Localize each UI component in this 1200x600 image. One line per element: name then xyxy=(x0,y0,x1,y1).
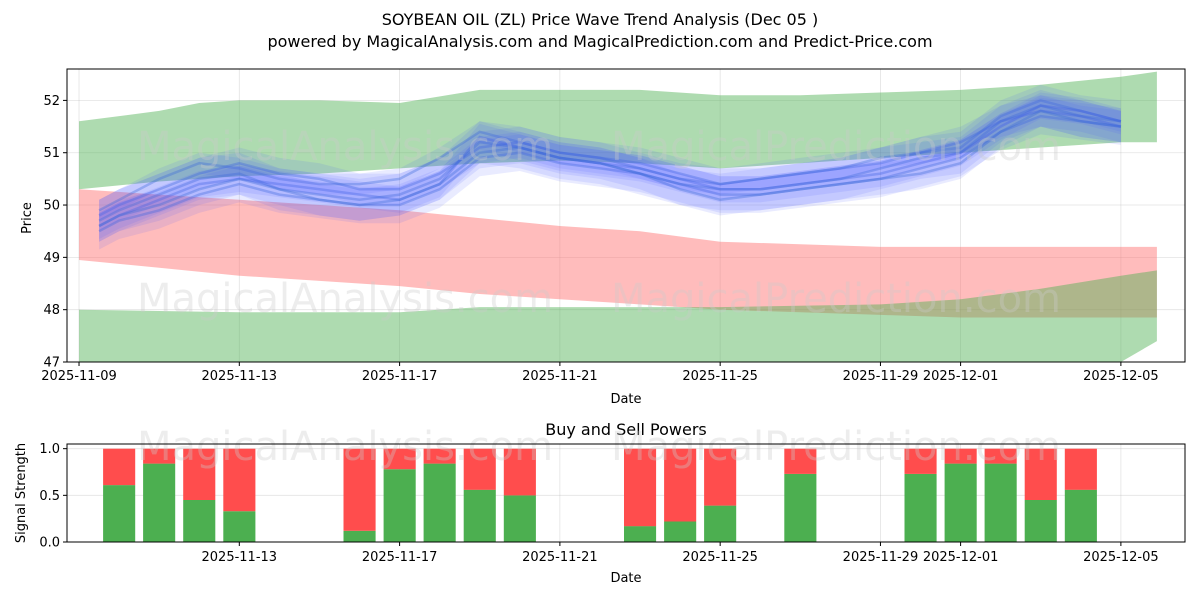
blue-wave-line xyxy=(98,99,1122,212)
buy-power-bar xyxy=(103,485,136,542)
blue-wave-band xyxy=(99,92,1121,239)
sell-power-bar xyxy=(143,448,176,464)
sell-power-bar xyxy=(183,448,216,500)
signal-x-axis-label: Date xyxy=(610,571,641,586)
sell-power-bar xyxy=(984,448,1017,464)
watermark-prediction-bottom: MagicalPrediction.com xyxy=(611,424,1061,470)
signal-y-axis-label: Signal Strength xyxy=(14,443,29,543)
buy-power-bar xyxy=(1024,500,1057,542)
sell-power-bar xyxy=(1064,448,1097,490)
buy-power-bar xyxy=(704,505,737,542)
watermark-analysis-bottom: MagicalAnalysis.com xyxy=(137,424,553,470)
signal-bars xyxy=(103,448,1097,542)
sell-power-bar xyxy=(383,448,416,470)
price-y-tick-label: 51 xyxy=(43,146,60,161)
signal-x-tick-label: 2025-11-29 xyxy=(843,550,919,565)
price-x-tick-label: 2025-11-13 xyxy=(202,369,278,384)
signal-plot-frame xyxy=(66,443,1186,543)
blue-wave-band xyxy=(99,89,1121,221)
signal-y-tick-label: 1.0 xyxy=(39,442,60,457)
signal-y-tick-label: 0.0 xyxy=(39,536,60,551)
price-y-tick-label: 48 xyxy=(43,303,60,318)
blue-wave-line xyxy=(98,104,1122,228)
sell-power-bar xyxy=(423,448,456,464)
red-band xyxy=(79,189,1157,318)
price-grid xyxy=(67,69,1185,363)
price-y-tick-label: 47 xyxy=(43,356,60,371)
blue-wave-band xyxy=(99,95,1121,232)
buy-power-bar xyxy=(183,500,216,542)
blue-wave-line xyxy=(98,109,1122,228)
buy-power-bar xyxy=(984,463,1017,542)
price-x-tick-label: 2025-11-21 xyxy=(522,369,598,384)
price-bands xyxy=(79,71,1157,362)
buy-power-bar xyxy=(223,511,256,542)
signal-x-tick-label: 2025-11-21 xyxy=(522,550,598,565)
price-axis-ticks: 2025-11-09 2025-11-13 2025-11-17 2025-11-21… xyxy=(41,94,1158,384)
buy-sell-title: Buy and Sell Powers xyxy=(545,420,707,439)
price-plot-frame xyxy=(66,68,1186,363)
sell-power-bar xyxy=(784,448,817,474)
buy-power-bar xyxy=(503,495,536,542)
buy-power-bar xyxy=(784,473,817,542)
main-chart-subtitle: powered by MagicalAnalysis.com and Magic… xyxy=(267,32,932,51)
signal-x-tick-label: 2025-11-25 xyxy=(682,550,758,565)
main-chart-title: SOYBEAN OIL (ZL) Price Wave Trend Analys… xyxy=(382,10,818,29)
buy-power-bar xyxy=(423,463,456,542)
blue-wave-line xyxy=(98,104,1122,222)
blue-wave-band xyxy=(99,95,1121,242)
signal-y-tick-label: 0.5 xyxy=(39,489,60,504)
sell-power-bar xyxy=(463,448,496,490)
price-y-tick-label: 52 xyxy=(43,94,60,109)
price-x-tick-label: 2025-11-09 xyxy=(41,369,117,384)
price-y-axis-label: Price xyxy=(20,202,35,234)
blue-wave-band xyxy=(99,97,1121,250)
signal-axis-ticks: 2025-11-13 2025-11-17 2025-11-21 2025-11-25… xyxy=(39,442,1158,565)
buy-power-bar xyxy=(944,463,977,542)
price-wave-plot: MagicalAnalysis.com MagicalPrediction.co… xyxy=(20,68,1186,407)
sell-power-bar xyxy=(904,448,937,474)
sell-power-bar xyxy=(624,448,657,527)
buy-power-bar xyxy=(343,530,376,542)
sell-power-bar xyxy=(223,448,256,512)
signal-x-tick-label: 2025-12-05 xyxy=(1083,550,1159,565)
buy-sell-plot: Buy and Sell Powers MagicalAnalysis.com … xyxy=(14,420,1186,586)
price-y-tick-label: 49 xyxy=(43,251,60,266)
price-x-tick-label: 2025-11-25 xyxy=(682,369,758,384)
sell-power-bar xyxy=(664,448,697,522)
watermark-analysis-mid: MagicalAnalysis.com xyxy=(137,276,553,322)
sell-power-bar xyxy=(503,448,536,496)
sell-power-bar xyxy=(944,448,977,464)
sell-power-bar xyxy=(704,448,737,506)
signal-x-tick-label: 2025-12-01 xyxy=(923,550,999,565)
watermark-prediction-mid: MagicalPrediction.com xyxy=(611,276,1061,322)
lower-green-band xyxy=(79,270,1157,362)
sell-power-bar xyxy=(343,448,376,531)
buy-power-bar xyxy=(624,526,657,542)
buy-power-bar xyxy=(383,469,416,542)
price-x-tick-label: 2025-12-01 xyxy=(923,369,999,384)
price-x-axis-label: Date xyxy=(610,392,641,407)
watermark-prediction-top: MagicalPrediction.com xyxy=(611,124,1061,170)
signal-x-tick-label: 2025-11-13 xyxy=(202,550,278,565)
signal-x-tick-label: 2025-11-17 xyxy=(362,550,438,565)
buy-power-bar xyxy=(904,473,937,542)
watermark-analysis-top: MagicalAnalysis.com xyxy=(137,124,553,170)
price-x-tick-label: 2025-11-29 xyxy=(843,369,919,384)
sell-power-bar xyxy=(1024,448,1057,500)
buy-power-bar xyxy=(143,463,176,542)
buy-power-bar xyxy=(463,489,496,542)
blue-wave-line xyxy=(98,109,1122,217)
sell-power-bar xyxy=(103,448,136,486)
buy-power-bar xyxy=(1064,489,1097,542)
price-y-tick-label: 50 xyxy=(43,199,60,214)
price-x-tick-label: 2025-11-17 xyxy=(362,369,438,384)
blue-wave-band xyxy=(99,84,1121,242)
price-x-tick-label: 2025-12-05 xyxy=(1083,369,1159,384)
blue-wave-line xyxy=(98,114,1122,233)
buy-power-bar xyxy=(664,521,697,542)
blue-wave-lines xyxy=(98,84,1122,250)
upper-green-band xyxy=(79,71,1157,190)
